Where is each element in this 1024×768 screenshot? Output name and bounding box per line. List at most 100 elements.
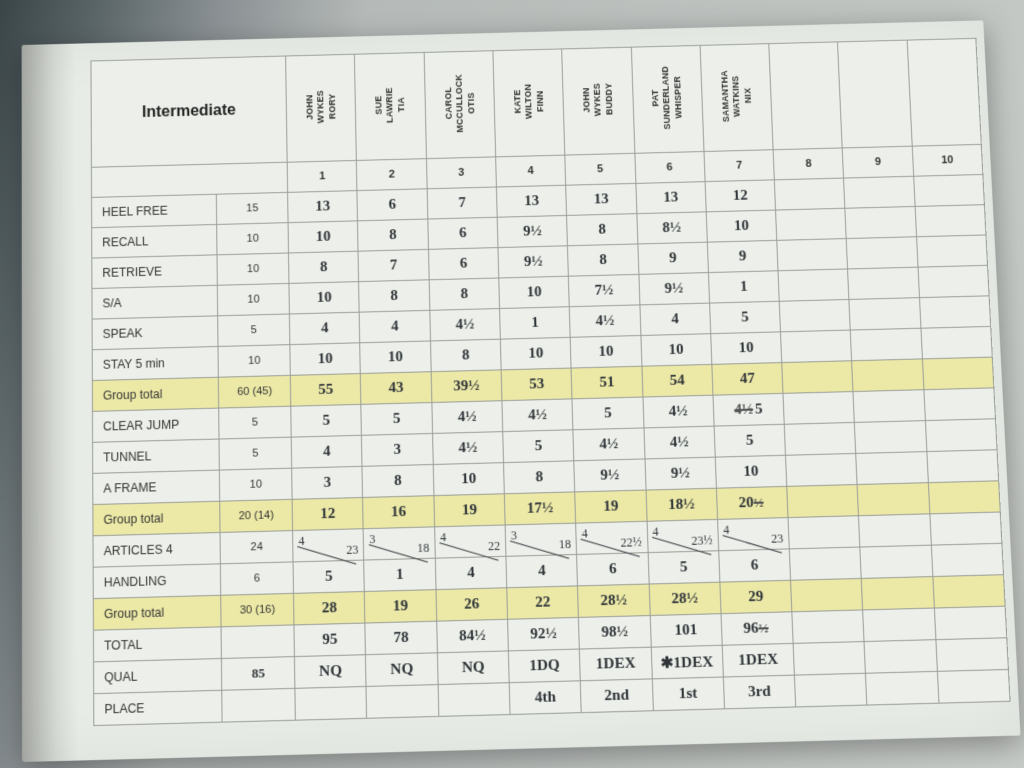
score-cell: 10 [640,334,711,367]
score-cell: 5 [293,560,364,593]
score-cell: 423½ [647,519,719,552]
row-max: 10 [218,345,290,378]
row-label: Group total [93,501,220,536]
score-cell: NQ [437,651,509,685]
score-cell [860,545,932,578]
row-max: 6 [221,562,294,595]
entrant-6-name: PAT SUNDERLAND WHISPER [650,66,685,130]
score-cell: 4½ [432,401,503,434]
score-cell [844,176,915,208]
page-title: Intermediate [91,56,287,167]
score-cell: 9 [707,240,778,272]
score-cell: 10 [715,455,787,488]
score-cell: 10 [499,276,570,308]
score-cell: 13 [566,183,636,215]
score-cell [848,267,919,299]
score-cell: 5 [714,424,786,457]
score-cell [916,235,987,267]
score-cell [936,638,1009,672]
score-cell: 8 [358,219,428,251]
score-cell [783,392,855,425]
score-cell: 1DEX [722,643,794,677]
entrant-num-3: 3 [426,157,496,189]
score-cell: 10 [360,341,431,374]
row-max: 24 [220,531,293,564]
score-cell: 4½ [432,432,503,465]
score-cell: 4½ [644,426,716,459]
score-cell: 5 [709,301,780,333]
score-cell: 1 [364,558,436,591]
score-cell: 8 [568,244,639,276]
score-cell: 1 [500,307,571,339]
row-label: CLEAR JUMP [92,408,219,442]
score-cell [849,298,920,330]
score-cell [859,514,931,547]
row-label: ARTICLES 4 [93,532,220,567]
score-cell: 5 [291,404,362,437]
score-cell: 4½ [430,309,501,341]
score-cell: 9½ [498,246,569,278]
score-cell: 9½ [638,273,709,305]
score-cell: 13 [288,191,358,223]
entrant-num-7: 7 [704,150,775,182]
row-label: HANDLING [93,564,221,599]
row-label: SPEAK [92,316,218,350]
score-cell: 422 [434,525,506,558]
score-cell [925,419,997,452]
score-cell [863,608,936,641]
row-max: 10 [217,223,289,255]
score-cell: ✱1DEX [651,645,723,679]
score-cell: 12 [705,180,776,212]
score-cell: 4th [509,681,581,715]
row-max: 5 [219,406,292,439]
score-cell [851,328,922,361]
score-cell: 26 [436,588,508,621]
score-cell: 3 [362,433,433,466]
entrant-1-header: JOHN WYKES RORY [286,54,357,162]
score-cell: 28½ [649,582,721,615]
score-cell: 6 [428,248,499,280]
score-cell: 1st [652,677,724,711]
score-cell [934,606,1007,639]
row-label: HEEL FREE [92,194,217,227]
row-max: 10 [219,468,292,501]
score-cell [788,516,860,549]
score-cell: 53 [501,368,572,401]
score-cell: 98½ [579,616,651,650]
score-cell [793,642,866,676]
row-max: 5 [219,437,292,470]
entrant-3-header: CAROL MCCULLOCK OTIS [424,51,496,159]
score-cell [786,453,858,486]
score-cell: 13 [496,185,566,217]
score-cell: 9 [637,242,708,274]
score-cell: 7 [427,187,497,219]
score-cell: 84½ [436,619,508,653]
score-cell: 7 [358,249,428,281]
score-cell [787,485,859,518]
score-cell: 17½ [504,492,576,525]
score-cell: 92½ [508,617,580,651]
row-max [222,688,296,722]
paper-wrapper: Intermediate JOHN WYKES RORY SUE LAWRIE … [22,24,1002,744]
score-cell [847,237,918,269]
score-body: HEEL FREE15136713131312RECALL1010869½88½… [92,174,1010,725]
score-cell [926,450,998,483]
score-cell: 422½ [576,521,648,554]
score-cell [776,208,847,240]
entrant-num-6: 6 [634,152,704,184]
row-max: 60 (45) [218,375,291,408]
score-cell: 54 [642,364,713,397]
row-max: 20 (14) [220,499,293,532]
entrant-2-header: SUE LAWRIE TIA [355,52,426,160]
score-cell [924,388,996,421]
entrant-7-header: SAMANTHA WATKINS NIX [700,44,773,152]
entrant-5-name: JOHN WYKES BUDDY [581,83,615,117]
row-label: RETRIEVE [92,255,218,289]
score-cell: 4 [506,554,578,587]
score-cell: 95 [294,623,366,657]
score-cell: 1DQ [508,649,580,683]
score-cell: 10 [570,336,641,369]
score-cell [913,174,984,206]
score-cell [852,359,924,392]
score-cell: 5 [503,430,574,463]
